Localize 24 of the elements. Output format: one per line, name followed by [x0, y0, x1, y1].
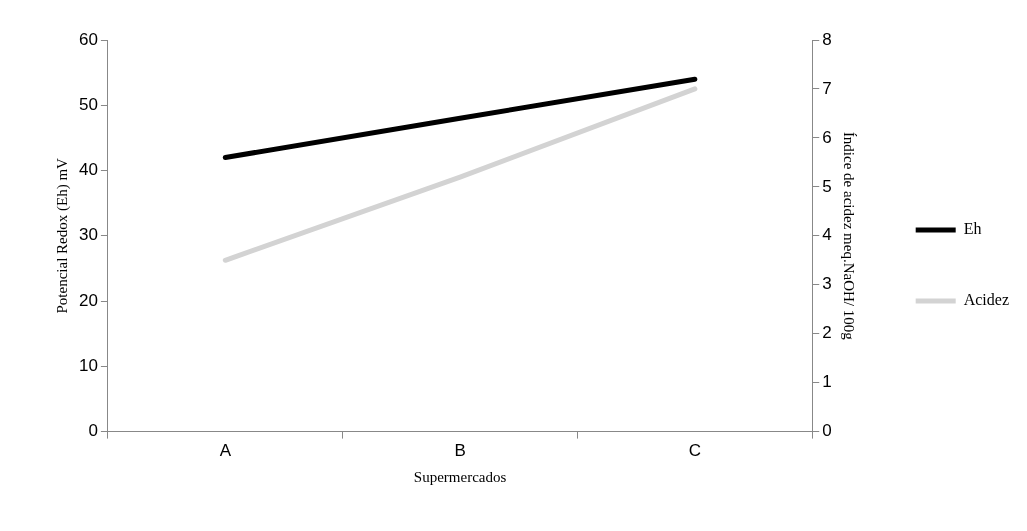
- y-tick-label: 10: [78, 356, 98, 376]
- y2-tick-label: 0: [822, 421, 832, 441]
- y2-axis-title: Índice de acidez meq.NaOH/ 100g: [840, 131, 857, 341]
- y-tick-label: 0: [88, 421, 98, 441]
- y2-tick-label: 2: [822, 323, 832, 343]
- legend-label: Eh: [963, 220, 982, 238]
- x-axis-title: Supermercados: [413, 468, 507, 485]
- legend-label: Acidez: [963, 291, 1010, 309]
- y-tick-label: 20: [78, 290, 98, 310]
- y-tick-label: 40: [78, 160, 98, 180]
- y2-tick-label: 1: [822, 372, 832, 392]
- y-axis-title: Potencial Redox (Eh) mV: [53, 157, 71, 314]
- x-tick-label: B: [454, 441, 466, 461]
- y-tick-label: 60: [78, 29, 98, 49]
- y-tick-label: 50: [78, 94, 98, 114]
- y2-tick-label: 3: [822, 274, 832, 294]
- x-tick-label: A: [219, 441, 232, 461]
- y2-tick-label: 4: [822, 225, 832, 245]
- y-tick-label: 30: [78, 225, 98, 245]
- y2-tick-label: 6: [822, 127, 832, 147]
- y2-tick-label: 7: [822, 78, 832, 98]
- y2-tick-label: 5: [822, 176, 832, 196]
- y2-tick-label: 8: [822, 29, 832, 49]
- x-tick-label: C: [688, 441, 701, 461]
